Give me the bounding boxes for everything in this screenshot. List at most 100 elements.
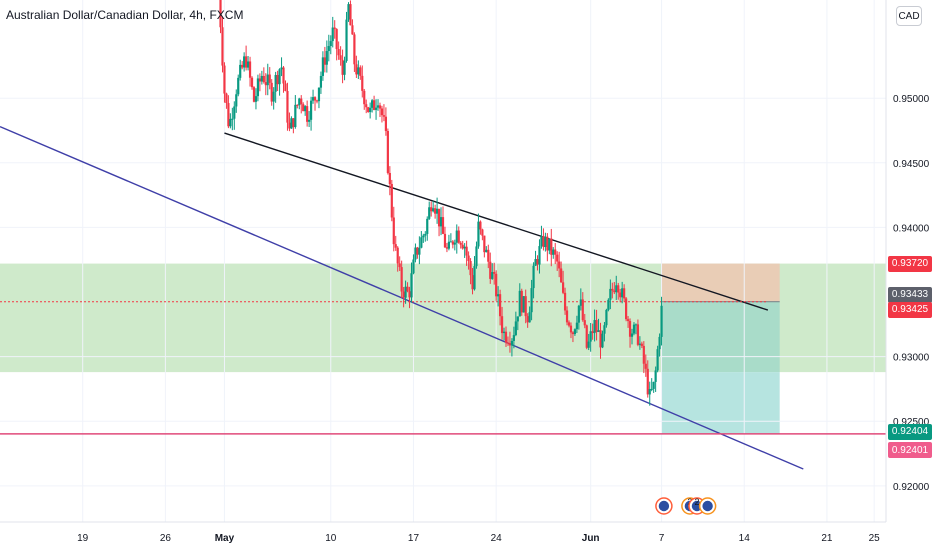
candle-body xyxy=(577,305,580,323)
price-label: 0.93425 xyxy=(888,301,932,318)
candle-body xyxy=(640,343,643,346)
candle-body xyxy=(585,325,588,348)
candle-body xyxy=(219,0,222,28)
price-tick-label: 0.94000 xyxy=(893,223,930,234)
position-stop-zone xyxy=(661,263,780,302)
candles-layer xyxy=(219,0,663,406)
candle-body xyxy=(567,322,571,326)
candle-body xyxy=(613,290,616,293)
candle-body xyxy=(581,299,584,321)
candle-body xyxy=(457,230,460,243)
candle-body xyxy=(306,106,309,122)
candle-body xyxy=(363,90,366,105)
candle-body xyxy=(321,57,324,76)
candle-body xyxy=(435,208,439,214)
position-target-extension xyxy=(661,372,780,434)
time-tick-label: 17 xyxy=(408,533,420,544)
candle-body xyxy=(225,93,228,104)
candle-body xyxy=(593,320,596,334)
candle-body xyxy=(402,291,405,298)
candle-body xyxy=(599,330,602,348)
candle-body xyxy=(571,332,575,335)
candle-body xyxy=(406,286,409,292)
price-tick-label: 0.95000 xyxy=(893,94,930,105)
candle-body xyxy=(327,46,330,52)
candle-body xyxy=(538,246,541,265)
candle-body xyxy=(357,67,360,75)
candle-body xyxy=(550,238,553,255)
candle-body xyxy=(296,104,299,106)
candle-body xyxy=(286,90,289,123)
candle-body xyxy=(528,312,531,323)
candle-body xyxy=(292,118,295,128)
candle-body xyxy=(365,104,368,108)
candle-body xyxy=(384,116,388,131)
candle-body xyxy=(280,67,283,70)
zone-layer xyxy=(0,263,886,434)
candle-body xyxy=(309,100,313,120)
candle-body xyxy=(430,207,433,212)
candle-body xyxy=(544,236,547,248)
candle-body xyxy=(471,275,474,290)
time-tick-label: 21 xyxy=(821,533,833,544)
candle-body xyxy=(412,259,415,274)
candle-body xyxy=(591,331,594,334)
candle-body xyxy=(455,230,458,243)
candle-body xyxy=(422,235,425,238)
candle-body xyxy=(609,288,612,300)
price-label: 0.93433 xyxy=(888,286,932,303)
candle-body xyxy=(621,288,624,298)
candle-body xyxy=(394,244,397,248)
candle-body xyxy=(380,108,384,116)
candle-body xyxy=(351,25,354,35)
candle-body xyxy=(388,172,391,185)
candle-body xyxy=(400,267,403,292)
currency-button[interactable]: CAD xyxy=(896,6,922,26)
candle-body xyxy=(367,107,370,113)
candle-body xyxy=(302,104,305,112)
candle-body xyxy=(266,74,269,86)
candle-body xyxy=(510,340,514,346)
candle-body xyxy=(465,246,468,256)
chart-title: Australian Dollar/Canadian Dollar, 4h, F… xyxy=(6,8,244,22)
candle-body xyxy=(337,49,340,56)
candle-body xyxy=(617,285,620,293)
candle-body xyxy=(237,77,240,95)
candle-body xyxy=(634,324,638,326)
candle-body xyxy=(371,100,374,108)
candle-body xyxy=(504,331,508,343)
candle-body xyxy=(451,241,454,245)
candle-body xyxy=(508,343,512,346)
candle-body xyxy=(607,299,610,310)
candle-body xyxy=(239,64,242,78)
candle-body xyxy=(441,217,445,234)
candle-body xyxy=(268,74,271,83)
line-upper-trendline xyxy=(224,132,769,311)
candle-body xyxy=(489,261,492,279)
candle-body xyxy=(611,288,614,291)
candle-body xyxy=(272,91,275,102)
candle-body xyxy=(506,342,510,344)
time-tick-label: Jun xyxy=(582,533,600,544)
candle-body xyxy=(560,268,563,283)
candle-body xyxy=(343,60,346,75)
candle-body xyxy=(390,184,393,218)
candle-body xyxy=(514,321,517,336)
candle-body xyxy=(404,286,407,298)
candle-body xyxy=(323,57,326,65)
candle-body xyxy=(447,241,451,249)
candle-body xyxy=(355,64,358,75)
candle-body xyxy=(256,78,260,97)
candle-body xyxy=(601,333,604,348)
candle-body xyxy=(333,27,336,30)
candle-body xyxy=(424,233,427,236)
candle-body xyxy=(278,69,281,85)
candle-body xyxy=(282,67,285,84)
candle-body xyxy=(552,249,555,255)
candle-body xyxy=(288,122,291,129)
candle-body xyxy=(313,97,317,101)
candle-body xyxy=(481,229,484,236)
candle-body xyxy=(378,105,382,109)
